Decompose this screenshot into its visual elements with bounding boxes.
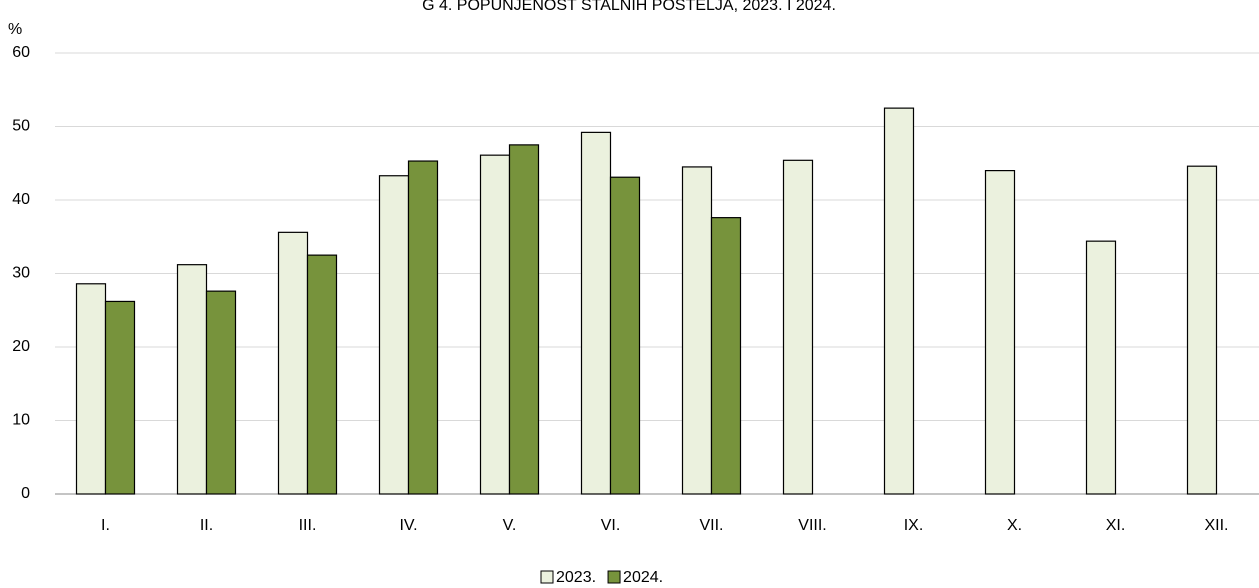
y-axis-label: %: [8, 21, 22, 38]
bar: [580, 131, 612, 495]
x-tick-label: XII.: [1204, 517, 1228, 534]
bar: [883, 107, 915, 495]
y-tick-label: 10: [12, 412, 30, 429]
x-tick-label: X.: [1007, 517, 1022, 534]
y-tick-label: 20: [12, 338, 30, 355]
legend-swatch: [540, 570, 554, 584]
x-tick-label: XI.: [1106, 517, 1126, 534]
legend-label: 2024.: [623, 569, 663, 586]
x-tick-label: VIII.: [798, 517, 826, 534]
legend-label: 2023.: [556, 569, 596, 586]
bar: [984, 170, 1016, 495]
bar: [277, 231, 309, 495]
bar: [407, 160, 439, 495]
x-tick-label: II.: [200, 517, 213, 534]
x-tick-label: VI.: [601, 517, 621, 534]
bar: [306, 254, 338, 495]
bar: [104, 300, 136, 495]
bar: [710, 217, 742, 495]
bar: [1186, 165, 1218, 495]
bar: [176, 264, 208, 495]
y-tick-label: 60: [12, 44, 30, 61]
bar: [75, 283, 107, 495]
bar: [205, 290, 237, 495]
x-tick-label: III.: [299, 517, 317, 534]
legend-swatch: [607, 570, 621, 584]
y-tick-label: 40: [12, 191, 30, 208]
bar: [782, 159, 814, 495]
x-tick-label: VII.: [699, 517, 723, 534]
bar: [479, 154, 511, 495]
bar: [681, 166, 713, 495]
bar: [609, 176, 641, 495]
bar: [378, 175, 410, 495]
y-tick-label: 0: [21, 485, 30, 502]
x-tick-label: I.: [101, 517, 110, 534]
x-tick-label: IX.: [904, 517, 924, 534]
y-tick-label: 30: [12, 265, 30, 282]
x-tick-label: V.: [503, 517, 517, 534]
chart-title: G 4. POPUNJENOST STALNIH POSTELJA, 2023.…: [422, 0, 836, 14]
y-tick-label: 50: [12, 118, 30, 135]
bar: [1085, 240, 1117, 495]
bar: [508, 144, 540, 495]
x-tick-label: IV.: [399, 517, 417, 534]
